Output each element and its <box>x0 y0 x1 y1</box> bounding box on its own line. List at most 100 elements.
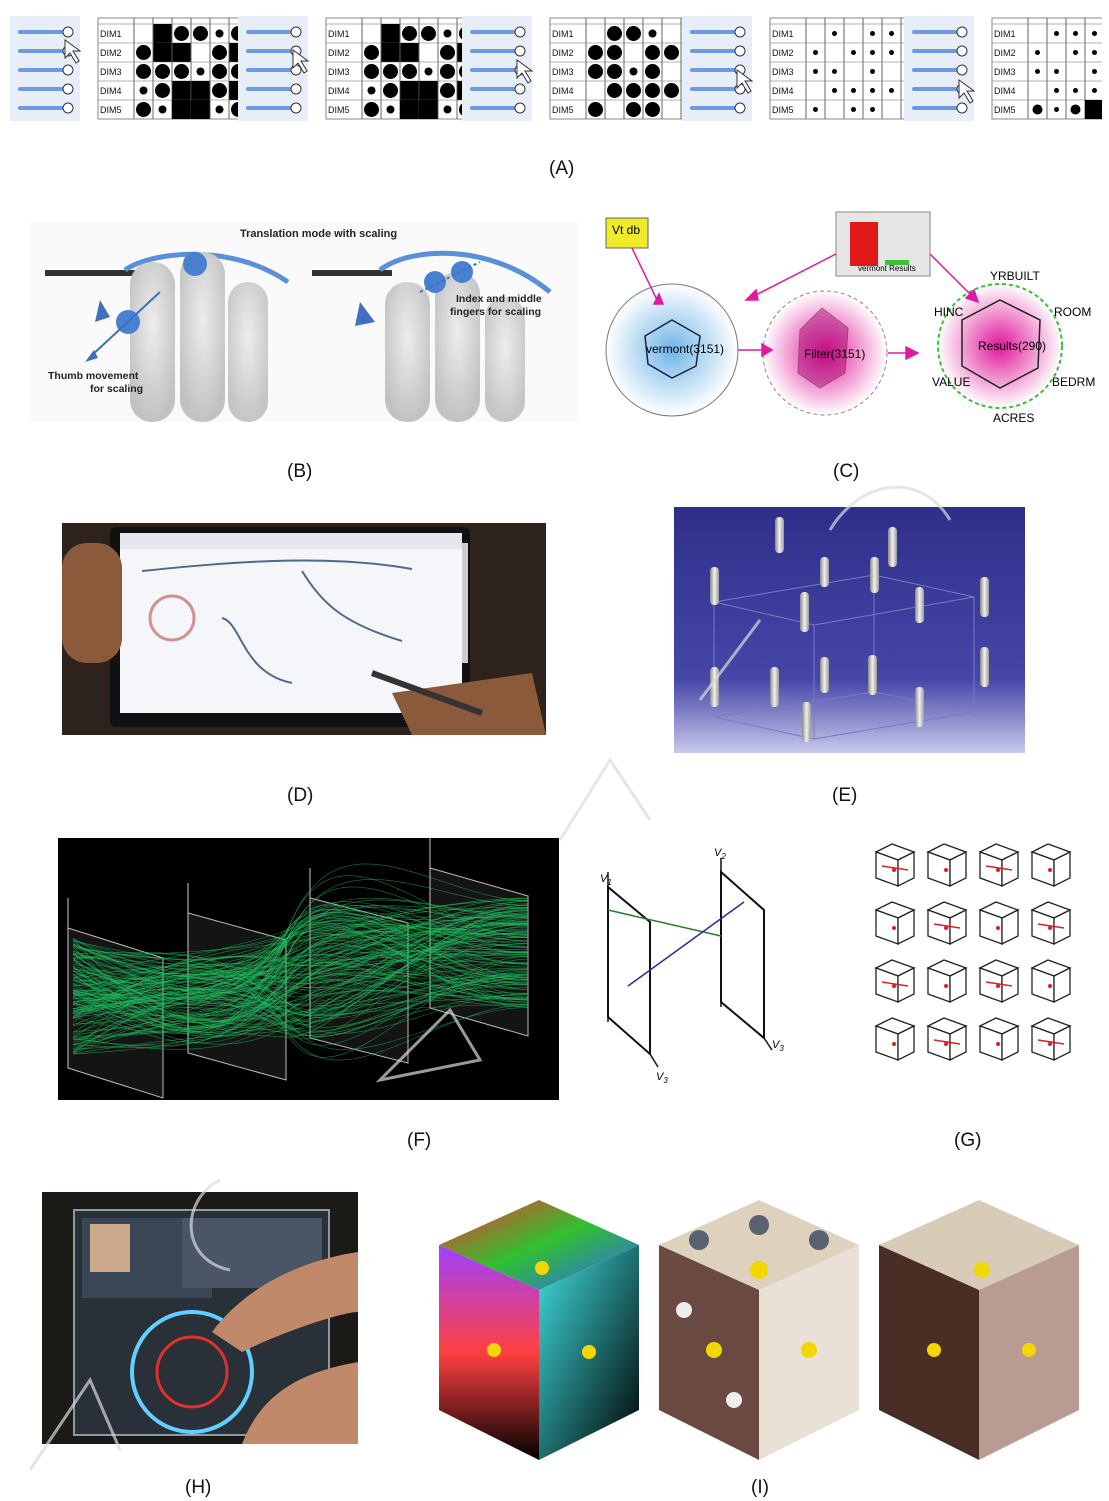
polyline-record <box>72 953 529 1038</box>
slider-track[interactable] <box>246 49 296 53</box>
cube-icon <box>978 901 1020 946</box>
f-axis-v3b: V3 <box>772 1039 784 1053</box>
matrix-dot <box>1073 50 1078 55</box>
slider-track[interactable] <box>470 68 520 72</box>
slider-track[interactable] <box>690 87 740 91</box>
matrix-dot <box>648 29 657 38</box>
matrix-dot <box>1054 88 1059 93</box>
slider-group-1[interactable] <box>10 16 82 121</box>
f-axis-v1: V1 <box>600 873 612 887</box>
slider-handle[interactable] <box>62 64 74 76</box>
matrix-dot <box>421 26 436 41</box>
polyline-record <box>72 910 529 1005</box>
dimension-matrix-5: DIM1 DIM2 DIM3 DIM4 DIM5 <box>991 17 1102 120</box>
slider-handle[interactable] <box>290 83 302 95</box>
c-axis-2: BEDRM <box>1052 375 1095 389</box>
slider-track[interactable] <box>912 30 962 34</box>
slider-track[interactable] <box>470 106 520 110</box>
dimension-matrix-3: DIM1 DIM2 DIM3 DIM4 DIM5 <box>549 17 701 120</box>
slider-track[interactable] <box>912 87 962 91</box>
slider-handle[interactable] <box>734 102 746 114</box>
slider-track[interactable] <box>690 68 740 72</box>
slider-handle[interactable] <box>514 26 526 38</box>
panel-f-parallel-planes <box>58 838 559 1100</box>
slider-handle[interactable] <box>514 83 526 95</box>
panel-i-figure <box>434 1200 1104 1470</box>
slider-handle[interactable] <box>956 45 968 57</box>
slider-group-2[interactable] <box>238 16 310 121</box>
caption-e: (E) <box>832 785 858 806</box>
matrix-dot <box>813 107 818 112</box>
slider-track[interactable] <box>18 106 68 110</box>
slider-track[interactable] <box>690 30 740 34</box>
matrix-dot <box>1092 31 1097 36</box>
matrix-dot <box>364 102 379 117</box>
matrix-dot <box>212 83 227 98</box>
cube-color <box>439 1200 639 1460</box>
slider-handle[interactable] <box>956 26 968 38</box>
cube-icon <box>926 959 968 1004</box>
matrix-dot <box>174 26 189 41</box>
matrix-cell-filled <box>153 43 172 62</box>
slider-track[interactable] <box>18 87 68 91</box>
dim-label: DIM4 <box>100 86 122 96</box>
cylinder-glyph <box>915 687 924 727</box>
panel-c-dataflow-diagram: Vt db vermont Results vermont(3151) Filt… <box>605 211 1095 425</box>
matrix-dot <box>136 64 151 79</box>
slider-handle[interactable] <box>514 45 526 57</box>
matrix-dot <box>1092 88 1097 93</box>
slider-handle[interactable] <box>514 102 526 114</box>
slider-track[interactable] <box>246 106 296 110</box>
slider-group-3[interactable] <box>462 16 534 121</box>
slider-track[interactable] <box>912 106 962 110</box>
matrix-dot <box>1054 31 1059 36</box>
slider-track[interactable] <box>690 106 740 110</box>
panel-b-hand-illustration: Translation mode with scaling Thumb move… <box>45 228 552 422</box>
slider-track[interactable] <box>912 68 962 72</box>
slider-group-4[interactable] <box>682 16 754 121</box>
slider-track[interactable] <box>470 30 520 34</box>
slider-track[interactable] <box>18 49 68 53</box>
slider-handle[interactable] <box>62 26 74 38</box>
matrix-cell-filled <box>172 43 191 62</box>
matrix-cell-filled <box>419 81 438 100</box>
slider-track[interactable] <box>246 30 296 34</box>
polyline-record <box>72 909 529 987</box>
cube-icon <box>926 843 968 888</box>
matrix-dot <box>629 67 638 76</box>
matrix-dot <box>626 83 641 98</box>
slider-track[interactable] <box>690 49 740 53</box>
matrix-dot <box>588 64 603 79</box>
slider-track[interactable] <box>18 30 68 34</box>
cylinder-glyph <box>888 527 897 567</box>
slider-group-5[interactable] <box>904 16 976 121</box>
cursor-icon <box>736 69 754 94</box>
matrix-dot <box>588 45 603 60</box>
panel-b-figure: Translation mode with scaling Thumb move… <box>30 222 578 422</box>
slider-handle[interactable] <box>290 102 302 114</box>
slider-track[interactable] <box>18 68 68 72</box>
slider-track[interactable] <box>246 68 296 72</box>
slider-handle[interactable] <box>734 45 746 57</box>
slider-handle[interactable] <box>62 102 74 114</box>
dim-label: DIM2 <box>994 48 1016 58</box>
slider-handle[interactable] <box>956 64 968 76</box>
cube-icon <box>926 1017 968 1062</box>
f-axis-v3a: V3 <box>656 1071 668 1085</box>
slider-handle[interactable] <box>956 102 968 114</box>
slider-handle[interactable] <box>290 26 302 38</box>
polyline-record <box>72 912 529 995</box>
polyline-record <box>72 915 529 982</box>
slider-track[interactable] <box>912 49 962 53</box>
slider-track[interactable] <box>470 49 520 53</box>
slider-track[interactable] <box>246 87 296 91</box>
polyline-record <box>72 968 529 1044</box>
polyline-record <box>72 922 529 1055</box>
slider-handle[interactable] <box>62 83 74 95</box>
polyline-record <box>72 923 529 991</box>
matrix-dot <box>1054 107 1059 112</box>
slider-track[interactable] <box>470 87 520 91</box>
polyline-record <box>72 931 529 960</box>
slider-handle[interactable] <box>734 26 746 38</box>
matrix-dot <box>1035 69 1040 74</box>
